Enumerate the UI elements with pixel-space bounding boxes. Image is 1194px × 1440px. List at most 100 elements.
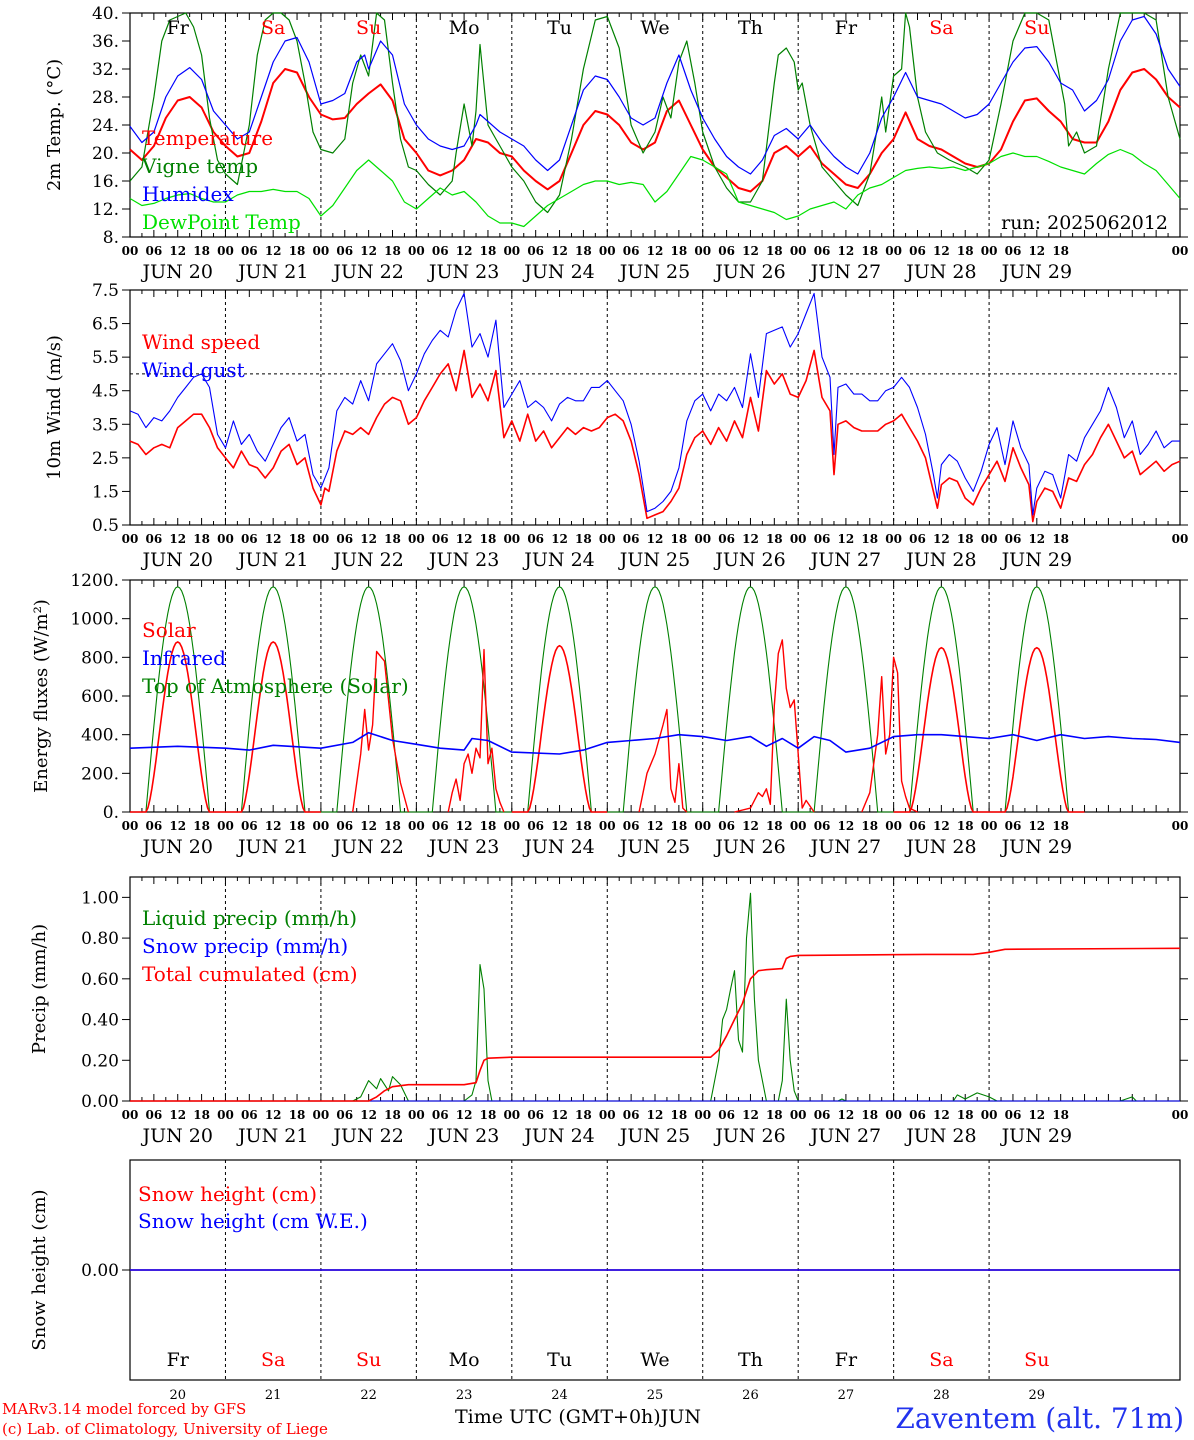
y-tick-label: 400. — [81, 726, 119, 746]
hour-tick-label: 18 — [766, 532, 783, 546]
hour-tick-label: 00 — [313, 532, 330, 546]
day-label: JUN 20 — [140, 836, 212, 858]
hour-tick-label: 12 — [265, 244, 282, 258]
y-tick-label: 1.00 — [81, 888, 119, 908]
hour-tick-label: 12 — [551, 1108, 568, 1122]
day-label: JUN 20 — [140, 261, 212, 283]
day-label: JUN 25 — [618, 549, 690, 571]
hour-tick-label: 18 — [193, 244, 210, 258]
hour-tick-label: 06 — [909, 244, 926, 258]
weekday-label: Th — [738, 1349, 763, 1371]
hour-tick-label: 18 — [480, 532, 497, 546]
hour-tick-label: 18 — [575, 819, 592, 833]
hour-tick-label: 06 — [527, 244, 544, 258]
series-line — [129, 292, 1180, 516]
hour-tick-label: 00 — [122, 1108, 139, 1122]
hour-tick-label: 00 — [217, 244, 234, 258]
hour-tick-label: 00 — [981, 244, 998, 258]
hour-tick-label: 12 — [742, 532, 759, 546]
hour-tick-label: 12 — [360, 819, 377, 833]
copyright: (c) Lab. of Climatology, University of L… — [2, 1420, 328, 1438]
hour-tick-label: 18 — [671, 532, 688, 546]
hour-tick-label: 12 — [742, 819, 759, 833]
hour-tick-label: 18 — [766, 1108, 783, 1122]
day-label: JUN 22 — [331, 549, 403, 571]
day-label: JUN 22 — [331, 1125, 403, 1147]
weekday-label: Su — [1024, 17, 1049, 39]
hour-tick-label: 06 — [909, 819, 926, 833]
hour-tick-label: 06 — [241, 819, 258, 833]
hour-tick-label: 12 — [1028, 819, 1045, 833]
solar-irregular — [352, 650, 410, 813]
hour-tick-label: 00 — [599, 1108, 616, 1122]
hour-tick-label: 06 — [1005, 819, 1022, 833]
day-label: JUN 27 — [809, 836, 881, 858]
solar-irregular — [734, 639, 815, 813]
panel-frame — [129, 12, 1181, 238]
legend-entry: Top of Atmosphere (Solar) — [142, 674, 409, 698]
toa-solar-arc — [320, 586, 417, 813]
y-tick-label: 4.5 — [92, 382, 119, 402]
hour-tick-label: 12 — [1028, 244, 1045, 258]
toa-solar-arc — [607, 586, 703, 813]
day-label: JUN 23 — [427, 836, 499, 858]
y-tick-label: 0.5 — [92, 516, 119, 536]
run-label: run: 2025062012 — [1001, 212, 1168, 234]
legend-entry: Snow precip (mm/h) — [142, 934, 348, 958]
hour-tick-label: 12 — [933, 532, 950, 546]
hour-tick-label: 00 — [885, 1108, 902, 1122]
hour-tick-label: 18 — [766, 244, 783, 258]
hour-tick-label: 00 — [599, 244, 616, 258]
y-tick-label: 5.5 — [92, 348, 119, 368]
day-label: JUN 25 — [618, 1125, 690, 1147]
panel-frame — [129, 289, 1181, 526]
y-tick-label: 0.00 — [81, 1261, 119, 1281]
hour-tick-label: 12 — [647, 819, 664, 833]
solar-irregular — [447, 648, 505, 813]
hour-tick-label: 12 — [456, 819, 473, 833]
hour-tick-label: 06 — [432, 244, 449, 258]
hour-tick-label: 18 — [384, 532, 401, 546]
hour-tick-label: 00 — [1172, 244, 1189, 258]
hour-tick-label: 18 — [193, 819, 210, 833]
day-label: JUN 23 — [427, 261, 499, 283]
y-tick-label: 1000. — [70, 610, 119, 630]
hour-tick-label: 06 — [146, 244, 163, 258]
legend-entry: Temperature — [142, 126, 273, 150]
day-label: JUN 29 — [1000, 1125, 1072, 1147]
hour-tick-label: 12 — [169, 1108, 186, 1122]
weekday-label: Tu — [547, 17, 572, 39]
series-line — [129, 15, 1181, 175]
hour-tick-label: 00 — [694, 532, 711, 546]
hour-tick-label: 00 — [503, 244, 520, 258]
hour-tick-label: 12 — [456, 244, 473, 258]
legend-entry: DewPoint Temp — [142, 210, 301, 234]
hour-tick-label: 00 — [885, 244, 902, 258]
hour-tick-label: 18 — [480, 1108, 497, 1122]
hour-tick-label: 00 — [599, 819, 616, 833]
hour-tick-label: 00 — [1172, 532, 1189, 546]
y-axis-label: 2m Temp. (°C) — [44, 59, 65, 191]
y-tick-label: 24. — [92, 116, 119, 136]
hour-tick-label: 00 — [408, 1108, 425, 1122]
series-line — [129, 68, 1181, 193]
hour-tick-label: 12 — [933, 244, 950, 258]
weekday-label: Sa — [929, 1349, 953, 1371]
y-tick-label: 6.5 — [92, 315, 119, 335]
hour-tick-label: 06 — [909, 532, 926, 546]
weekday-label: Su — [356, 1349, 381, 1371]
hour-tick-label: 18 — [575, 244, 592, 258]
hour-tick-label: 18 — [1052, 244, 1069, 258]
hour-tick-label: 12 — [456, 532, 473, 546]
weekday-label: We — [640, 17, 669, 39]
day-number: 29 — [1029, 1388, 1046, 1403]
y-tick-label: 32. — [92, 60, 119, 80]
day-label: JUN 25 — [618, 836, 690, 858]
hour-tick-label: 06 — [1005, 244, 1022, 258]
y-tick-label: 7.5 — [92, 281, 119, 301]
hour-tick-label: 12 — [838, 1108, 855, 1122]
hour-tick-label: 06 — [336, 532, 353, 546]
day-label: JUN 28 — [904, 836, 976, 858]
y-tick-label: 600. — [81, 687, 119, 707]
